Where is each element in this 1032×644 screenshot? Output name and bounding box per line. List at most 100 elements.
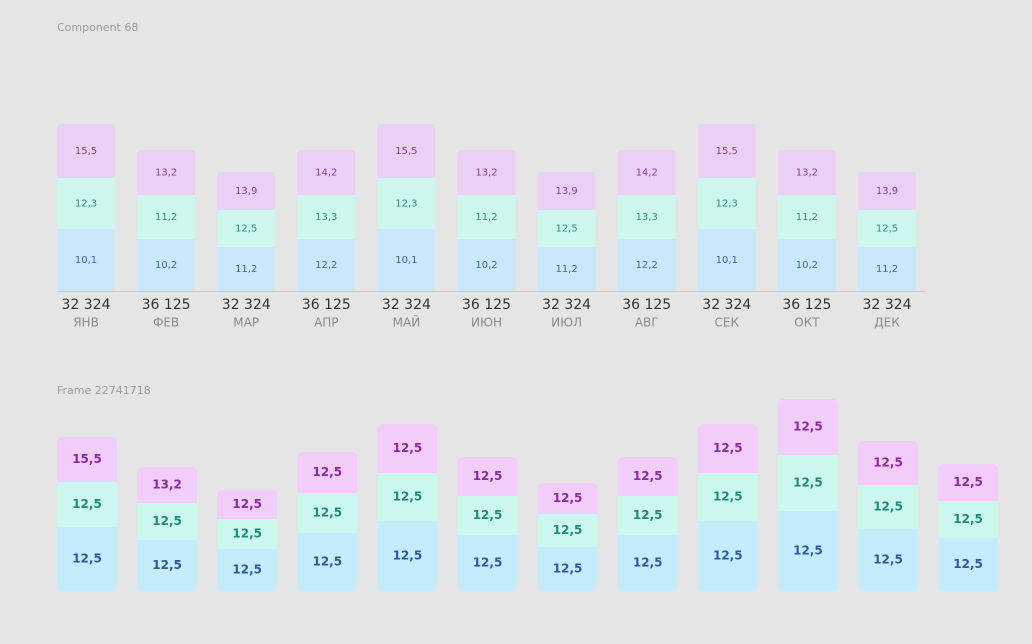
segment-label: 12,5 [793,544,823,558]
frame-label: Frame 22741718 [57,384,151,397]
segment-label: 11,2 [876,264,898,275]
bar-segment [537,247,596,291]
month-label: АВГ [635,316,659,330]
bar-segment [697,521,758,591]
segment-label: 12,5 [232,527,262,541]
column: 13,9 12,5 11,2 32 324 МАР [217,172,276,330]
month-label: ИЮЛ [551,316,582,330]
bar-segment [297,493,358,533]
month-label: СЕК [715,316,740,330]
segment-label: 15,5 [75,146,97,157]
bar-segment [137,150,196,195]
bar-segment [858,485,918,529]
segment-label: 13,2 [475,168,497,179]
segment-label: 12,5 [713,441,743,455]
bar-segment [137,540,198,591]
bar-segment [858,210,916,247]
bar-segment [537,483,598,514]
column-total: 36 125 [462,297,511,313]
segment-label: 12,5 [633,508,663,522]
bar-segment [57,178,115,229]
segment-label: 10,2 [796,260,818,271]
month-label: ЯНВ [73,316,99,330]
segment-label: 12,5 [152,514,182,528]
bar-segment [137,503,198,540]
segment-label: 13,2 [152,478,182,492]
bar-segment [297,452,358,493]
segment-label: 12,5 [473,556,503,570]
bar-segment [297,195,356,239]
bar-segment [457,535,518,591]
segment-label: 12,5 [953,557,983,571]
segment-label: 12,2 [636,260,658,271]
month-label: ДЕК [874,316,900,330]
segment-label: 12,5 [473,508,503,522]
segment-label: 12,5 [553,523,583,537]
bar-segment [297,239,356,291]
bar-segment [697,424,758,473]
segment-label: 12,5 [312,506,342,520]
bar-segment [377,229,436,291]
bar-segment [617,496,678,535]
bar-segment [377,473,438,521]
bar-segment [297,533,358,591]
segment-label: 15,5 [72,452,102,466]
column-total: 36 125 [782,297,831,313]
bar-segment [777,239,836,291]
column: 13,2 11,2 10,2 36 125 ФЕВ [137,150,196,330]
column-total: 36 125 [142,297,191,313]
column-total: 32 324 [542,297,591,313]
bar-segment [137,467,198,503]
segment-label: 12,5 [553,491,583,505]
column: 12,5 12,5 12,5 [777,399,838,591]
bar-segment [457,457,518,496]
frame-label: Component 68 [57,21,138,34]
segment-label: 13,2 [796,168,818,179]
column: 12,5 12,5 12,5 [617,457,678,591]
bar-segment [537,172,596,210]
bar-segment [217,172,276,210]
segment-label: 12,5 [793,420,823,434]
segment-label: 12,3 [395,199,417,210]
bar-segment [858,441,918,485]
segment-label: 12,5 [232,563,262,577]
column: 13,9 12,5 11,2 32 324 ИЮЛ [537,172,596,330]
bar-segment [537,514,598,547]
column: 12,5 12,5 12,5 [537,483,598,591]
segment-label: 12,5 [72,552,102,566]
segment-label: 12,5 [793,476,823,490]
column-total: 32 324 [222,297,271,313]
column: 12,5 12,5 12,5 [697,424,758,591]
segment-label: 11,2 [475,212,497,223]
bar-segment [858,247,916,291]
bar-segment [297,150,356,195]
column-total: 32 324 [863,297,912,313]
bar-segment [57,229,115,291]
month-label: ФЕВ [153,316,179,330]
segment-label: 11,2 [555,264,577,275]
bar-segment [217,549,278,591]
bar-segment [217,519,278,549]
bar-segment [938,464,999,501]
segment-label: 13,3 [315,212,337,223]
column: 14,2 13,3 12,2 36 125 АВГ [617,150,676,330]
month-label: ИЮН [471,316,502,330]
bar-segment [617,239,676,291]
bar-segment [777,195,836,239]
segment-label: 12,5 [633,469,663,483]
segment-label: 12,5 [713,549,743,563]
bar-segment [777,511,838,591]
segment-label: 12,5 [633,556,663,570]
bar-segment [938,538,999,591]
segment-label: 12,5 [235,224,257,235]
bar-segment [377,521,438,591]
bar-segment [537,210,596,247]
bar-segment [377,124,436,178]
segment-label: 12,5 [312,465,342,479]
bar-segment [57,437,117,482]
column-total: 32 324 [702,297,751,313]
bar-segment [777,399,838,455]
column-total: 36 125 [622,297,671,313]
segment-label: 11,2 [235,264,257,275]
